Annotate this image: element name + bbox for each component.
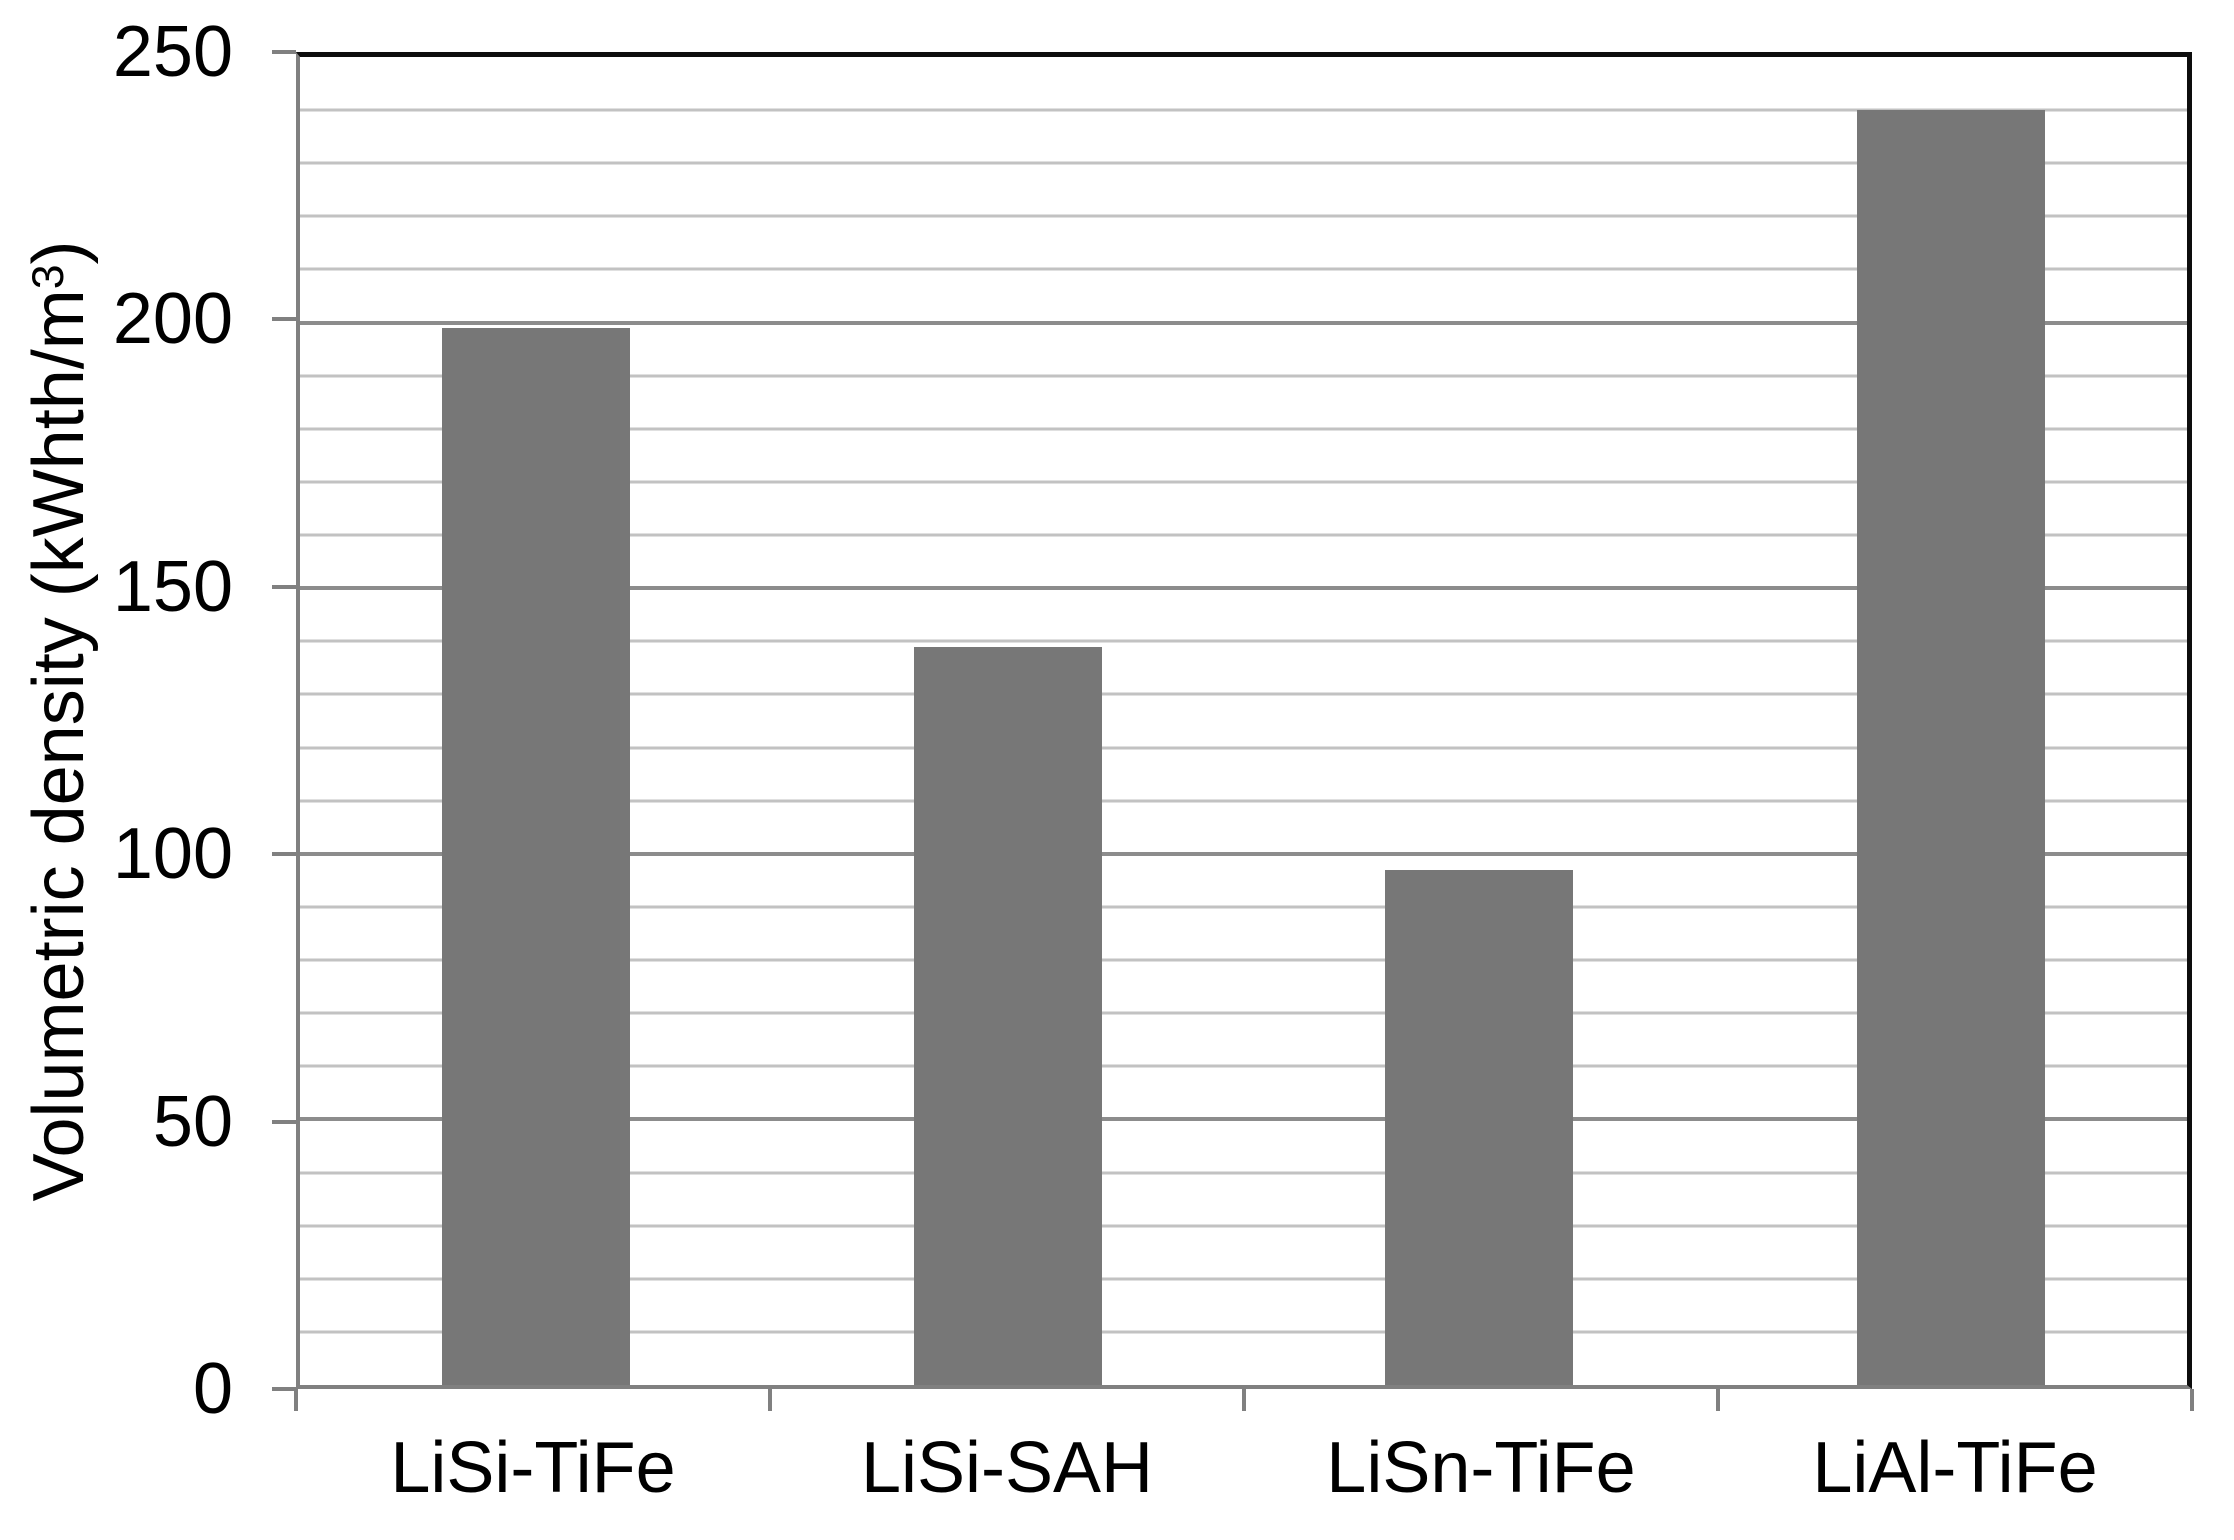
x-boundary-tick: [768, 1389, 772, 1411]
minor-gridline: [300, 267, 2187, 271]
y-tick-mark: [272, 50, 296, 54]
x-boundary-tick: [1716, 1389, 1720, 1411]
x-boundary-tick: [1242, 1389, 1246, 1411]
y-tick-mark: [272, 584, 296, 589]
bar-lisi-tife: [441, 327, 630, 1385]
y-tick-mark: [272, 852, 296, 857]
minor-gridline: [300, 427, 2187, 431]
y-axis: 0 50 100 150 200 250: [0, 16, 296, 1425]
minor-gridline: [300, 746, 2187, 750]
y-tick-label-0: 0: [192, 1349, 233, 1429]
y-tick-label-200: 200: [112, 279, 233, 360]
minor-gridline: [300, 1277, 2187, 1281]
minor-gridline: [300, 161, 2187, 165]
x-category-label-lial-tife: LiAl-TiFe: [1812, 1428, 2098, 1508]
x-category-label-lisn-tife: LiSn-TiFe: [1326, 1428, 1636, 1508]
minor-gridline: [300, 905, 2187, 909]
minor-gridline: [300, 1330, 2187, 1334]
minor-gridline: [300, 214, 2187, 218]
minor-gridline: [300, 1011, 2187, 1015]
major-gridline: [300, 851, 2187, 856]
minor-gridline: [300, 480, 2187, 484]
major-gridline: [300, 1117, 2187, 1122]
plot-area: [296, 52, 2192, 1389]
x-category-label-lisi-tife: LiSi-TiFe: [390, 1428, 676, 1508]
minor-gridline: [300, 799, 2187, 803]
minor-gridline: [300, 374, 2187, 378]
minor-gridline: [300, 692, 2187, 696]
y-tick-label-50: 50: [152, 1081, 233, 1162]
minor-gridline: [300, 533, 2187, 537]
minor-gridline: [300, 1171, 2187, 1175]
y-tick-label-150: 150: [112, 546, 233, 627]
y-tick-mark: [272, 1119, 296, 1124]
major-gridline: [300, 586, 2187, 591]
minor-gridline: [300, 1064, 2187, 1068]
y-tick-mark: [272, 1387, 296, 1391]
major-gridline: [300, 320, 2187, 325]
minor-gridline: [300, 108, 2187, 112]
y-tick-mark: [272, 317, 296, 322]
bar-lial-tife: [1857, 110, 2046, 1385]
x-axis: LiSi-TiFe LiSi-SAH LiSn-TiFe LiAl-TiFe: [296, 1432, 2192, 1522]
minor-gridline: [300, 958, 2187, 962]
minor-gridline: [300, 639, 2187, 643]
x-boundary-tick: [2190, 1389, 2194, 1411]
minor-gridline: [300, 1224, 2187, 1228]
x-axis-boundary-ticks: [294, 1389, 2194, 1413]
y-tick-label-100: 100: [112, 814, 233, 895]
x-boundary-tick: [294, 1389, 298, 1411]
bar-lisn-tife: [1385, 869, 1574, 1385]
bar-lisi-sah: [913, 646, 1102, 1385]
x-category-label-lisi-sah: LiSi-SAH: [860, 1428, 1154, 1508]
y-tick-label-250: 250: [112, 12, 233, 92]
